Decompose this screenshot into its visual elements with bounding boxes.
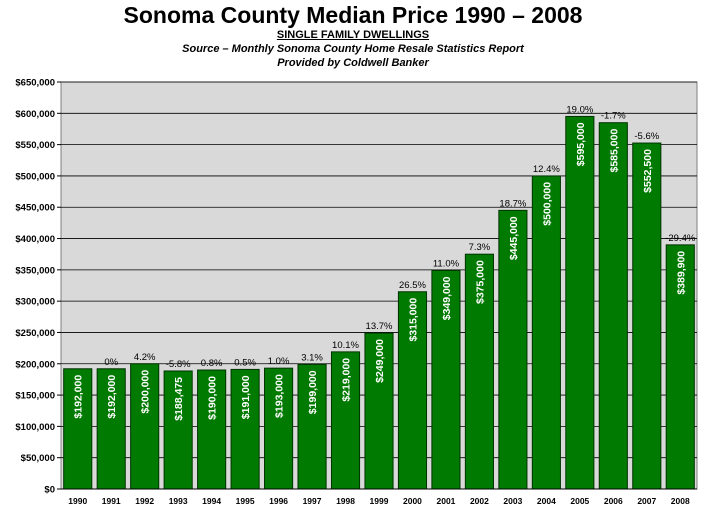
bar-value-label: $249,000	[374, 339, 386, 383]
y-tick-label: $300,000	[15, 297, 55, 308]
x-tick-label: 2002	[470, 496, 489, 506]
x-tick-label: 1998	[336, 496, 355, 506]
bar	[598, 122, 628, 490]
pct-change-label: 0.5%	[234, 357, 256, 368]
x-tick-label: 2007	[637, 496, 656, 506]
bar	[197, 369, 227, 490]
chart-provided-by: Provided by Coldwell Banker	[277, 57, 429, 69]
bar	[297, 363, 327, 490]
bar-value-label: $500,000	[541, 182, 553, 226]
bar-value-label: $192,000	[73, 375, 85, 419]
y-tick-label: $550,000	[15, 140, 55, 151]
x-tick-label: 1991	[102, 496, 121, 506]
bar-value-label: $595,000	[575, 122, 587, 166]
pct-change-label: 0%	[104, 357, 118, 368]
bar	[330, 351, 361, 490]
bar-value-label: $188,475	[173, 377, 185, 421]
y-tick-label: $400,000	[15, 234, 55, 245]
y-tick-label: $650,000	[15, 78, 55, 89]
pct-change-label: 1.0%	[268, 356, 290, 367]
chart-subtitle: SINGLE FAMILY DWELLINGS	[276, 29, 430, 41]
x-tick-label: 1999	[370, 496, 389, 506]
bar-value-label: $585,000	[608, 129, 620, 173]
bar-value-label: $349,000	[441, 276, 453, 320]
bar-value-label: $445,000	[508, 216, 520, 260]
x-tick-label: 2003	[503, 496, 522, 506]
y-tick-label: $50,000	[21, 453, 55, 464]
bar	[464, 253, 494, 490]
pct-change-label: 7.3%	[469, 242, 491, 253]
pct-change-label: 10.1%	[332, 340, 359, 351]
pct-change-label: -29.4%	[665, 233, 696, 244]
bar	[63, 368, 93, 490]
bar-value-label: $190,000	[207, 376, 219, 420]
x-tick-label: 1994	[202, 496, 221, 506]
bar-value-label: $199,000	[307, 370, 319, 414]
x-tick-label: 1993	[169, 496, 188, 506]
bar-value-label: $375,000	[474, 260, 486, 304]
bar-value-label: $193,000	[274, 374, 286, 418]
bar	[632, 142, 662, 490]
x-tick-label: 1990	[68, 496, 87, 506]
y-tick-label: $250,000	[15, 328, 55, 339]
x-tick-label: 1992	[135, 496, 154, 506]
bar	[163, 370, 193, 490]
y-tick-label: $450,000	[15, 203, 55, 214]
bar	[531, 175, 561, 490]
x-tick-label: 2006	[604, 496, 623, 506]
bar	[230, 368, 260, 490]
x-tick-label: 1997	[303, 496, 322, 506]
x-tick-label: 1995	[236, 496, 255, 506]
bar	[96, 368, 126, 490]
pct-change-label: 13.7%	[366, 321, 393, 332]
pct-change-label: 26.5%	[399, 280, 426, 291]
bar-value-label: $552,500	[642, 149, 654, 193]
y-tick-label: $100,000	[15, 422, 55, 433]
x-tick-label: 2008	[671, 496, 690, 506]
bar	[565, 115, 595, 490]
x-tick-label: 2000	[403, 496, 422, 506]
pct-change-label: 18.7%	[499, 198, 526, 209]
chart-source: Source – Monthly Sonoma County Home Resa…	[182, 43, 524, 55]
bar	[431, 269, 461, 490]
bar-value-label: $315,000	[407, 298, 419, 342]
pct-change-label: 4.2%	[134, 352, 156, 363]
bar-value-label: $200,000	[140, 370, 152, 414]
y-tick-label: $600,000	[15, 109, 55, 120]
bar	[397, 291, 428, 490]
pct-change-label: 12.4%	[533, 164, 560, 175]
x-tick-label: 2005	[570, 496, 589, 506]
bar-value-label: $191,000	[240, 375, 252, 419]
chart-title: Sonoma County Median Price 1990 – 2008	[123, 2, 583, 28]
pct-change-label: -1.7%	[601, 111, 626, 122]
pct-change-label: 19.0%	[566, 104, 593, 115]
bar	[364, 332, 394, 490]
pct-change-label: 3.1%	[301, 352, 323, 363]
y-tick-label: $200,000	[15, 359, 55, 370]
bar	[498, 209, 528, 490]
pct-change-label: -5.8%	[166, 359, 191, 370]
y-tick-label: $0	[44, 485, 55, 496]
bar-value-label: $219,000	[341, 358, 353, 402]
pct-change-label: -5.6%	[634, 131, 659, 142]
x-tick-label: 2004	[537, 496, 556, 506]
bar-value-label: $389,900	[675, 251, 687, 295]
pct-change-label: 11.0%	[433, 258, 460, 269]
x-tick-label: 1996	[269, 496, 288, 506]
y-tick-label: $150,000	[15, 391, 55, 402]
bar	[264, 367, 294, 490]
x-tick-label: 2001	[436, 496, 455, 506]
y-tick-label: $350,000	[15, 265, 55, 276]
y-tick-label: $500,000	[15, 171, 55, 182]
bar-value-label: $192,000	[106, 375, 118, 419]
pct-change-label: 0.8%	[201, 358, 223, 369]
